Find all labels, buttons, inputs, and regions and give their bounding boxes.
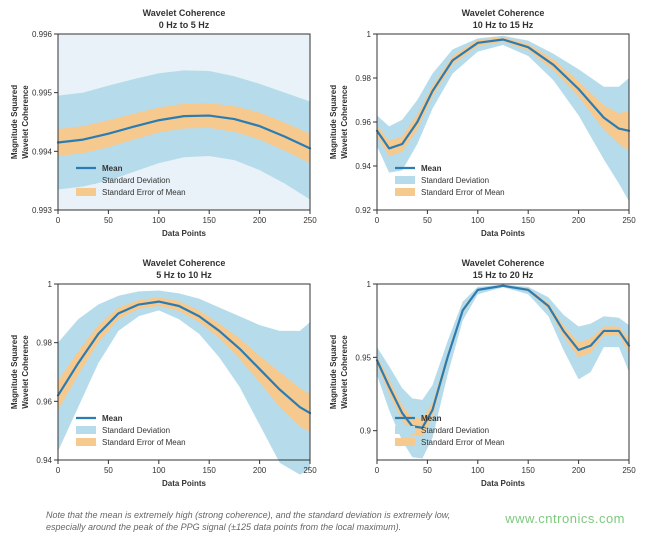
svg-text:100: 100 <box>471 216 485 225</box>
svg-text:Magnitude Squared: Magnitude Squared <box>10 85 19 159</box>
svg-text:250: 250 <box>303 466 317 475</box>
svg-text:Wavelet Coherence: Wavelet Coherence <box>21 335 30 409</box>
svg-text:Standard Deviation: Standard Deviation <box>421 426 489 435</box>
svg-text:Standard Error of Mean: Standard Error of Mean <box>421 188 505 197</box>
x-axis-label: Data Points <box>480 229 525 238</box>
caption-line1: Note that the mean is extremely high (st… <box>46 510 450 520</box>
svg-text:50: 50 <box>104 216 113 225</box>
panel-5-10hz: 0 50 100 150 200 250 0.94 0.96 0.98 1 Data Points M… <box>6 254 321 504</box>
caption-row: Note that the mean is extremely high (st… <box>6 505 639 539</box>
svg-text:250: 250 <box>622 216 636 225</box>
svg-text:Standard Deviation: Standard Deviation <box>102 426 170 435</box>
svg-text:50: 50 <box>104 466 113 475</box>
svg-text:10 Hz to 15 Hz: 10 Hz to 15 Hz <box>472 20 533 30</box>
svg-text:0.995: 0.995 <box>32 89 53 98</box>
svg-text:1: 1 <box>366 280 371 289</box>
svg-text:Magnitude Squared: Magnitude Squared <box>10 335 19 409</box>
svg-text:0.94: 0.94 <box>355 162 371 171</box>
chart-title: Wavelet Coherence <box>143 8 226 18</box>
svg-text:Magnitude Squared: Magnitude Squared <box>329 335 338 409</box>
x-axis-label: Data Points <box>162 479 207 488</box>
svg-text:0.996: 0.996 <box>32 30 53 39</box>
svg-text:0: 0 <box>56 216 61 225</box>
svg-text:Standard Deviation: Standard Deviation <box>421 176 489 185</box>
svg-text:250: 250 <box>303 216 317 225</box>
svg-text:0.98: 0.98 <box>36 339 52 348</box>
svg-text:Mean: Mean <box>421 414 442 423</box>
svg-text:0.993: 0.993 <box>32 206 53 215</box>
svg-text:150: 150 <box>521 216 535 225</box>
chart-title: Wavelet Coherence <box>143 258 226 268</box>
svg-text:150: 150 <box>203 216 217 225</box>
svg-text:Standard Deviation: Standard Deviation <box>102 176 170 185</box>
chart-title: Wavelet Coherence <box>461 258 544 268</box>
svg-text:Wavelet Coherence: Wavelet Coherence <box>21 85 30 159</box>
svg-text:0.92: 0.92 <box>355 206 371 215</box>
panel-0-5hz: 0 50 100 150 200 250 0.993 0.994 0.995 0.996 Data … <box>6 4 321 254</box>
svg-text:1: 1 <box>48 280 53 289</box>
svg-text:100: 100 <box>471 466 485 475</box>
svg-text:Wavelet Coherence: Wavelet Coherence <box>340 85 349 159</box>
svg-text:0: 0 <box>374 466 379 475</box>
svg-text:Mean: Mean <box>421 164 442 173</box>
svg-text:0: 0 <box>374 216 379 225</box>
svg-text:0.98: 0.98 <box>355 74 371 83</box>
svg-text:0: 0 <box>56 466 61 475</box>
svg-text:200: 200 <box>571 466 585 475</box>
watermark: www.cntronics.com <box>505 509 627 526</box>
svg-text:250: 250 <box>622 466 636 475</box>
svg-text:0 Hz to 5 Hz: 0 Hz to 5 Hz <box>159 20 210 30</box>
panel-15-20hz: 0 50 100 150 200 250 0.9 0.95 1 Data Points Magnit… <box>325 254 640 504</box>
svg-text:0.9: 0.9 <box>359 427 371 436</box>
figure-caption: Note that the mean is extremely high (st… <box>46 509 450 533</box>
svg-text:200: 200 <box>253 466 267 475</box>
panel-10-15hz: 0 50 100 150 200 250 0.92 0.94 0.96 0.98 1 Data Poi… <box>325 4 640 254</box>
svg-text:0.994: 0.994 <box>32 147 53 156</box>
svg-text:Mean: Mean <box>102 414 123 423</box>
svg-text:Mean: Mean <box>102 164 123 173</box>
svg-text:100: 100 <box>152 216 166 225</box>
svg-text:200: 200 <box>571 216 585 225</box>
svg-text:Standard Error of Mean: Standard Error of Mean <box>102 188 186 197</box>
svg-text:100: 100 <box>152 466 166 475</box>
svg-text:0.96: 0.96 <box>36 398 52 407</box>
svg-text:Wavelet Coherence: Wavelet Coherence <box>340 335 349 409</box>
svg-text:50: 50 <box>422 466 431 475</box>
x-axis-label: Data Points <box>480 479 525 488</box>
svg-text:150: 150 <box>203 466 217 475</box>
svg-text:15 Hz to 20 Hz: 15 Hz to 20 Hz <box>472 270 533 280</box>
svg-text:200: 200 <box>253 216 267 225</box>
svg-text:Standard Error of Mean: Standard Error of Mean <box>421 438 505 447</box>
svg-text:150: 150 <box>521 466 535 475</box>
chart-grid: 0501001502002500.9930.9940.9950.996Data … <box>0 0 645 539</box>
svg-text:5 Hz to 10 Hz: 5 Hz to 10 Hz <box>156 270 212 280</box>
svg-text:1: 1 <box>366 30 371 39</box>
svg-text:0.96: 0.96 <box>355 118 371 127</box>
svg-text:0.95: 0.95 <box>355 354 371 363</box>
chart-title: Wavelet Coherence <box>461 8 544 18</box>
svg-text:Magnitude Squared: Magnitude Squared <box>329 85 338 159</box>
svg-text:50: 50 <box>422 216 431 225</box>
svg-text:0.94: 0.94 <box>36 456 52 465</box>
caption-line2: especially around the peak of the PPG si… <box>46 522 401 532</box>
svg-text:Standard Error of Mean: Standard Error of Mean <box>102 438 186 447</box>
x-axis-label: Data Points <box>162 229 207 238</box>
